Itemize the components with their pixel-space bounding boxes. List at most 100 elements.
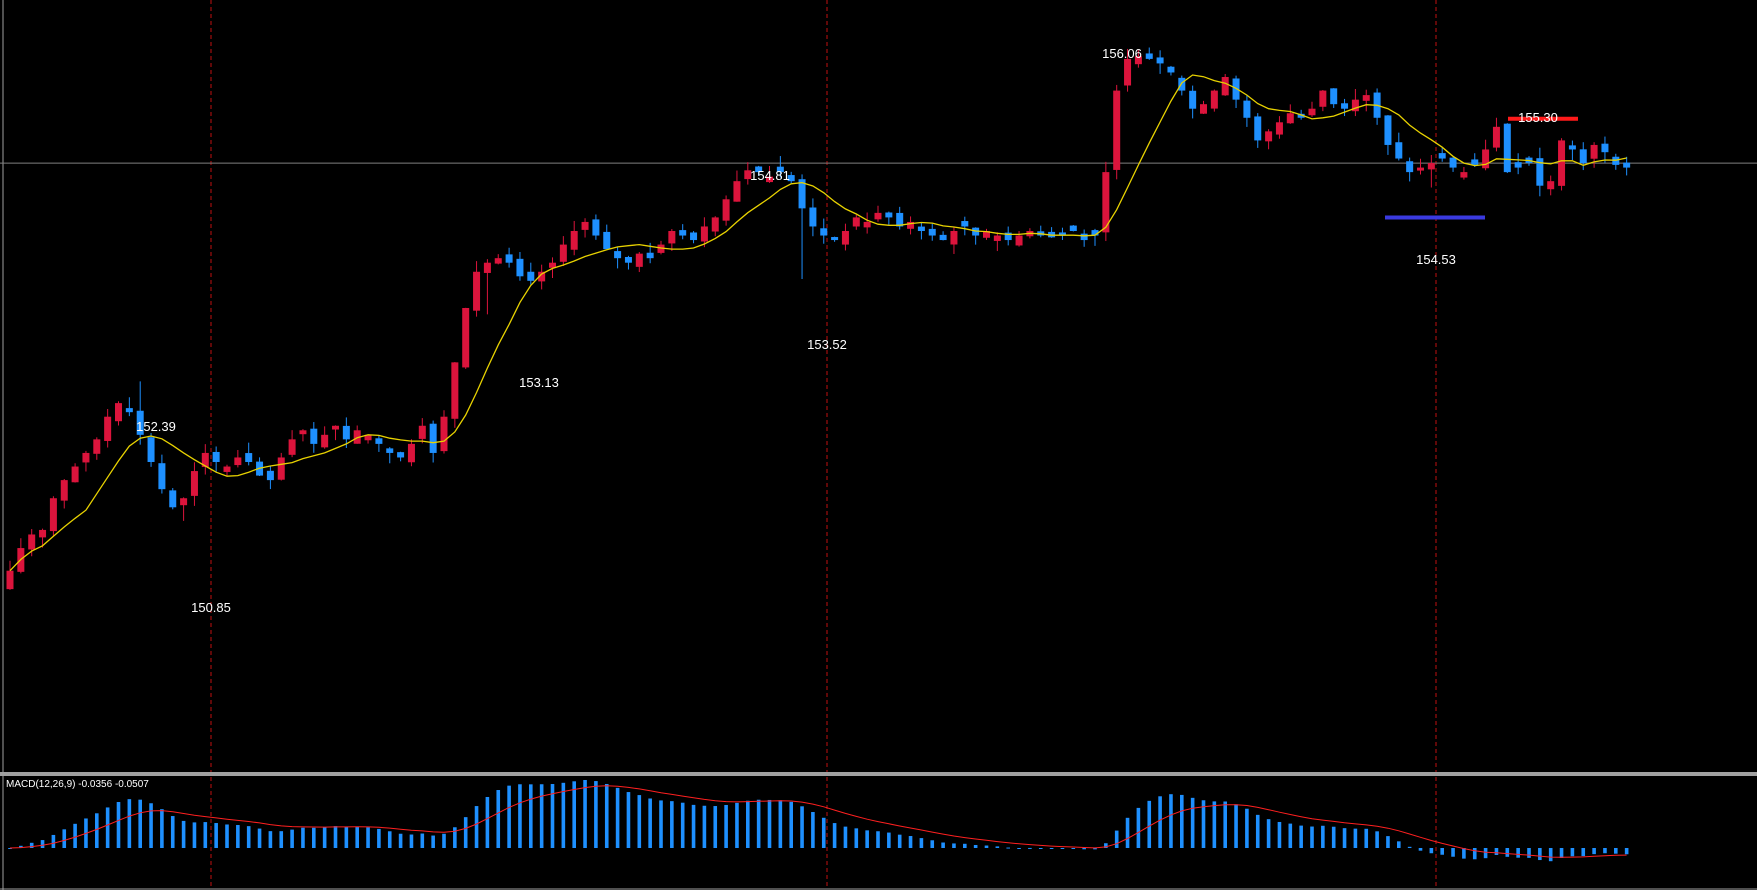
candle <box>1492 117 1500 152</box>
candle <box>1319 90 1327 112</box>
moving-average <box>9 74 1627 572</box>
candle-body <box>1254 116 1262 141</box>
candle-body <box>1124 58 1132 86</box>
candle-body <box>39 529 47 538</box>
macd-bar <box>963 843 967 848</box>
macd-bar <box>1407 846 1412 848</box>
macd-signal-line <box>9 785 1627 858</box>
candle <box>1221 73 1229 96</box>
label-154-81: 154.81 <box>750 168 790 183</box>
candle-body <box>1330 88 1338 105</box>
candle <box>744 162 752 185</box>
candle-body <box>505 254 513 263</box>
macd-bar <box>735 802 739 848</box>
candle <box>907 216 915 235</box>
candle-body <box>299 430 307 435</box>
candle-body <box>1503 123 1511 173</box>
candle <box>1200 100 1207 115</box>
candle <box>570 220 578 256</box>
candle <box>1145 47 1153 60</box>
candle <box>983 228 990 240</box>
macd-bar <box>691 804 696 848</box>
macd-bar <box>1397 841 1401 848</box>
candle-body <box>744 170 752 180</box>
candle <box>1395 132 1403 161</box>
candle <box>6 560 14 590</box>
candle <box>1471 153 1479 168</box>
macd-bar <box>1516 848 1520 858</box>
candle-body <box>603 231 611 250</box>
macd-bar <box>1082 848 1086 850</box>
macd-bar <box>149 803 153 848</box>
candle <box>538 264 546 290</box>
candle <box>1568 140 1576 161</box>
macd-bar <box>1559 848 1564 858</box>
candle-body <box>462 308 470 368</box>
macd-bar <box>1548 848 1553 862</box>
candle <box>1351 89 1359 117</box>
candle-body <box>863 221 871 228</box>
candle <box>635 252 643 273</box>
candle <box>679 224 687 240</box>
candle-body <box>115 403 122 422</box>
macd-bar <box>626 792 631 848</box>
candle-body <box>1406 161 1414 173</box>
macd-bar <box>1494 848 1499 856</box>
candle-body <box>711 217 719 232</box>
candle <box>429 420 437 463</box>
macd-bar <box>518 784 522 848</box>
candle-body <box>93 439 101 454</box>
macd-bar <box>1614 848 1618 854</box>
macd-bar <box>1223 801 1227 848</box>
candle <box>1265 129 1273 150</box>
macd-bar <box>973 844 978 848</box>
candle-body <box>1449 157 1457 168</box>
candle-body <box>440 416 448 452</box>
candle-body <box>939 234 947 241</box>
candle <box>755 165 763 176</box>
candle <box>1069 225 1077 232</box>
macd-bar <box>1429 848 1434 854</box>
macd-bar <box>40 840 45 848</box>
macd-bar <box>257 828 262 848</box>
candle <box>1536 147 1544 197</box>
candle <box>1167 65 1175 76</box>
candle-body <box>386 448 394 453</box>
macd-bar <box>485 796 490 848</box>
candle <box>1210 89 1218 112</box>
candle-body <box>635 253 643 267</box>
candle-body <box>1471 159 1479 165</box>
candle-body <box>1482 149 1490 169</box>
candle-body <box>831 237 839 241</box>
candle-body <box>559 244 567 262</box>
candle-body <box>353 430 361 444</box>
candle <box>82 450 90 472</box>
macd-bar <box>659 800 663 848</box>
candle-body <box>375 438 383 444</box>
macd-bar <box>214 823 218 848</box>
macd-bar <box>377 828 381 848</box>
candle <box>624 255 632 270</box>
candle-body <box>570 231 578 250</box>
candle-body <box>809 207 817 227</box>
candle-body <box>223 466 231 472</box>
macd-bar <box>702 805 707 848</box>
candle-body <box>1623 162 1631 168</box>
candle-body <box>538 271 546 282</box>
macd-bar <box>1190 797 1195 848</box>
macd-bar <box>1234 804 1238 848</box>
label-152-39: 152.39 <box>136 419 176 434</box>
macd-bar <box>1147 800 1152 848</box>
candle-body <box>1427 163 1435 170</box>
candle-body <box>1341 103 1349 109</box>
candle-body <box>1113 90 1121 170</box>
macd-bar <box>51 834 56 848</box>
candle <box>397 451 405 462</box>
candle <box>863 212 871 234</box>
candle <box>190 462 198 506</box>
candle <box>614 246 622 269</box>
candle <box>798 174 806 280</box>
macd-bar <box>62 829 67 848</box>
macd-bar <box>1017 848 1021 849</box>
macd-bar <box>73 823 77 848</box>
